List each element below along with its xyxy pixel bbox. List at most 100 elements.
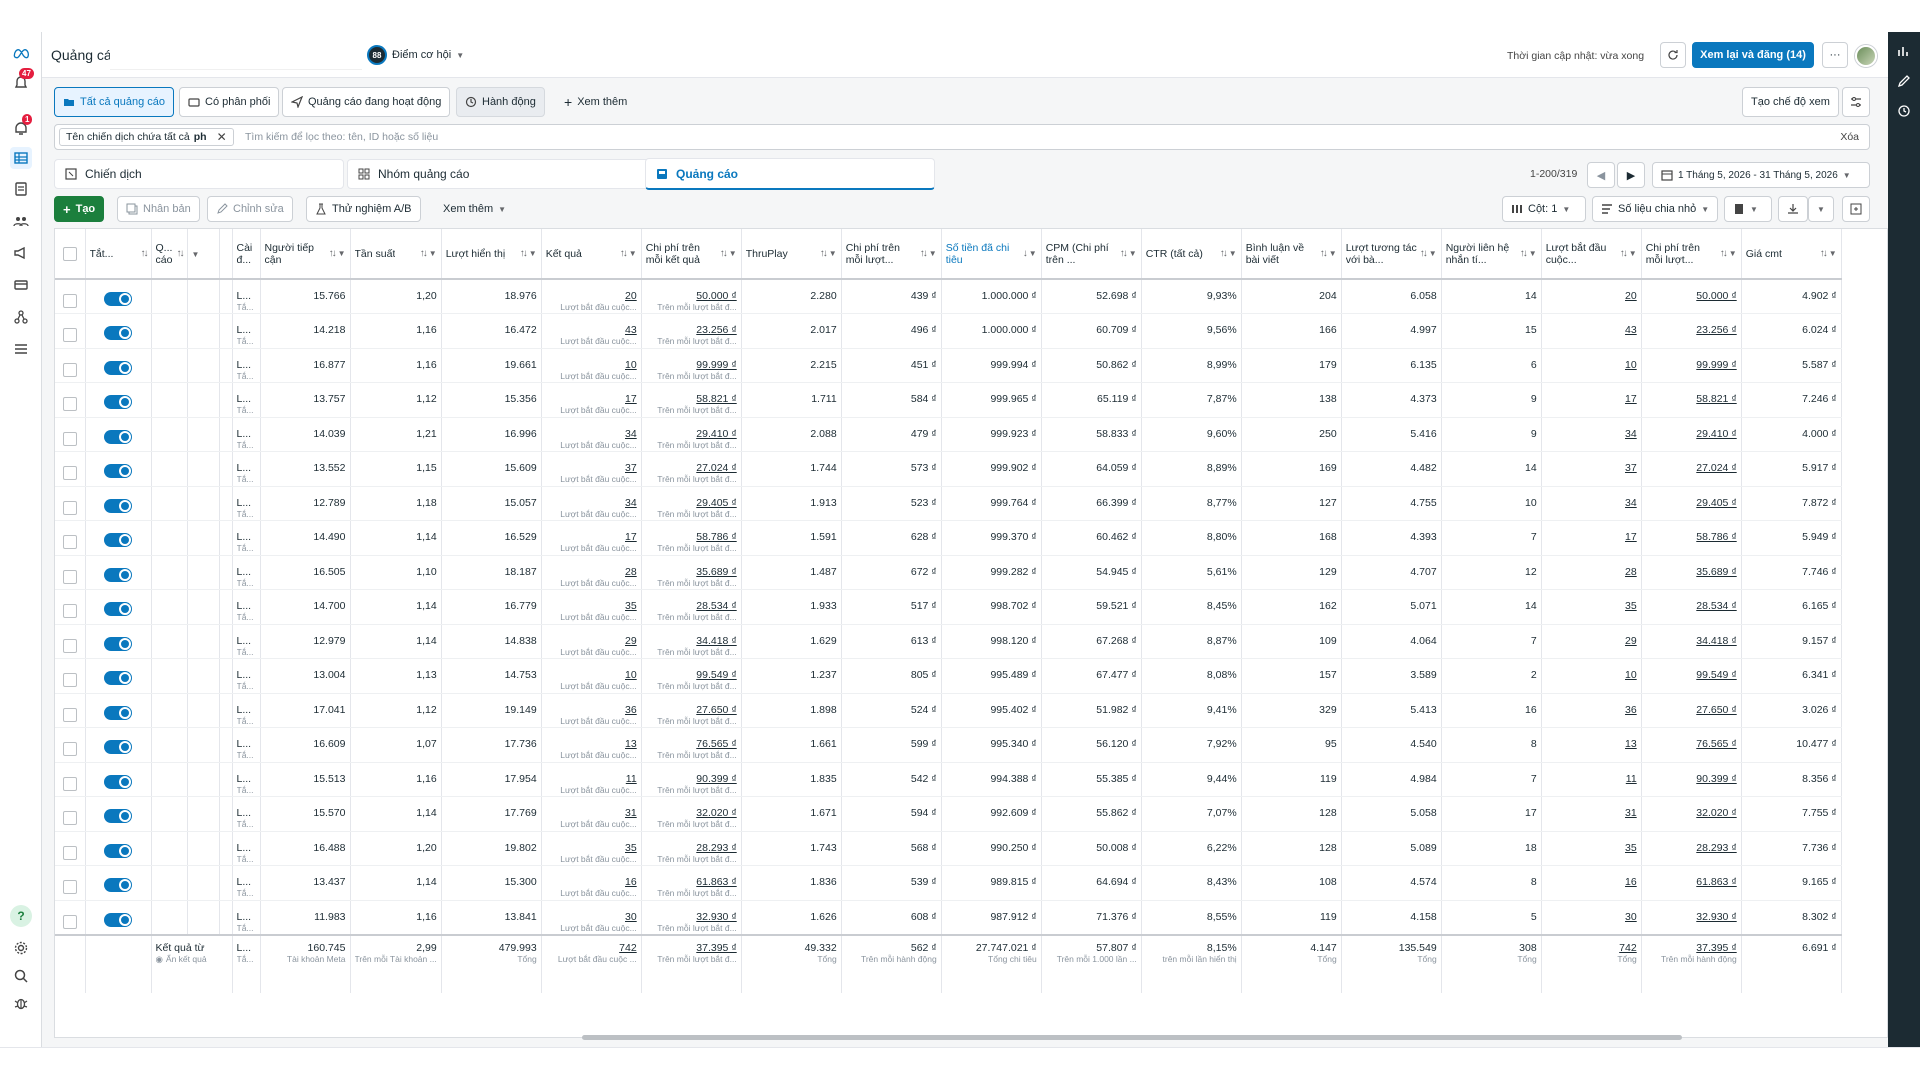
cell-conversations-started[interactable]: 43 xyxy=(1541,313,1642,349)
row-checkbox-cell[interactable] xyxy=(55,865,86,901)
close-icon[interactable]: ✕ xyxy=(216,130,227,144)
cell-cost-per-result[interactable]: 76.565 ₫ Trên mỗi lượt bắt đ... xyxy=(641,727,742,763)
ad-toggle[interactable] xyxy=(104,602,132,616)
cell-link[interactable]: 35.689 ₫ xyxy=(696,565,737,578)
history-clock-icon[interactable] xyxy=(1897,104,1911,118)
cell-link[interactable]: 35 xyxy=(1625,600,1637,612)
column-post-engagement[interactable]: Lượt tương tác với bà... ↑↓ ▼ xyxy=(1341,229,1442,280)
toggle-cell[interactable] xyxy=(85,796,152,832)
export-dropdown[interactable]: ▼ xyxy=(1808,196,1834,222)
tab-actions[interactable]: Hành động xyxy=(456,87,545,117)
cell-conversations-started[interactable]: 28 xyxy=(1541,555,1642,590)
toggle-cell[interactable] xyxy=(85,486,152,521)
cell-link[interactable]: 90.399 ₫ xyxy=(1696,772,1737,785)
row-checkbox-cell[interactable] xyxy=(55,348,86,383)
select-all-header[interactable] xyxy=(55,229,86,280)
cell-conversations-started[interactable]: 35 xyxy=(1541,589,1642,625)
cell-cost-per-conversation[interactable]: 90.399 ₫ xyxy=(1641,762,1742,797)
cell-link[interactable]: 31 xyxy=(1625,807,1637,819)
ad-toggle[interactable] xyxy=(104,740,132,754)
cell-link[interactable]: 28 xyxy=(625,565,637,578)
table-row[interactable]: L... Tắ... 13.552 1,15 15.609 37 Lượt bắt đầu … xyxy=(55,451,1842,487)
cell-conversations-started[interactable]: 10 xyxy=(1541,348,1642,383)
toggle-cell[interactable] xyxy=(85,313,152,349)
table-row[interactable]: L... Tắ... 14.039 1,21 16.996 34 Lượt bắt đầu … xyxy=(55,417,1842,452)
cell-link[interactable]: 11 xyxy=(1625,772,1637,785)
cell-cost-per-conversation[interactable]: 32.020 ₫ xyxy=(1641,796,1742,832)
cell-link[interactable]: 34.418 ₫ xyxy=(696,634,737,647)
settings-cell[interactable]: L... Tắ... xyxy=(232,382,261,418)
cell-link[interactable]: 35 xyxy=(625,600,637,612)
column-ad-name-menu[interactable]: ▼ xyxy=(187,229,220,280)
cell-conversations-started[interactable]: 17 xyxy=(1541,382,1642,418)
cell-cost-per-result[interactable]: 58.786 ₫ Trên mỗi lượt bắt đ... xyxy=(641,520,742,556)
cell-link[interactable]: 99.999 ₫ xyxy=(696,358,737,371)
cell-link[interactable]: 37 xyxy=(625,462,637,474)
column-messaging-contacts[interactable]: Người liên hệ nhắn tí... ↑↓ ▼ xyxy=(1441,229,1542,280)
table-row[interactable]: L... Tắ... 15.570 1,14 17.769 31 Lượt bắt đầu … xyxy=(55,796,1842,832)
settings-cell[interactable]: L... Tắ... xyxy=(232,865,261,901)
table-row[interactable]: L... Tắ... 13.757 1,12 15.356 17 Lượt bắt đầu … xyxy=(55,382,1842,418)
cell-link[interactable]: 27.650 ₫ xyxy=(1696,703,1737,716)
breakdown-button[interactable]: Số liệu chia nhỏ ▼ xyxy=(1592,196,1718,222)
ad-name-cell[interactable] xyxy=(151,900,188,935)
cell-link[interactable]: 13 xyxy=(1625,738,1637,750)
ad-toggle[interactable] xyxy=(104,464,132,478)
cell-link[interactable]: 17 xyxy=(625,393,637,405)
toggle-cell[interactable] xyxy=(85,624,152,659)
ad-name-cell[interactable] xyxy=(151,417,188,452)
ad-toggle[interactable] xyxy=(104,395,132,409)
expand-panel-button[interactable] xyxy=(1842,196,1870,222)
settings-cell[interactable]: L... Tắ... xyxy=(232,348,261,383)
cell-conversations-started[interactable]: 31 xyxy=(1541,796,1642,832)
ad-name-cell[interactable] xyxy=(151,624,188,659)
cell-cost-per-conversation[interactable]: 29.405 ₫ xyxy=(1641,486,1742,521)
ad-toggle[interactable] xyxy=(104,843,132,858)
create-button[interactable]: + Tạo xyxy=(54,196,105,222)
ad-toggle[interactable] xyxy=(104,533,132,547)
column-frequency[interactable]: Tần suất ↑↓ ▼ xyxy=(350,229,442,280)
table-row[interactable]: L... Tắ... 16.488 1,20 19.802 35 Lượt bắt đầu … xyxy=(55,831,1842,866)
edit-button[interactable]: Chỉnh sửa xyxy=(207,196,293,222)
cell-link[interactable]: 43 xyxy=(625,324,637,336)
cell-cost-per-conversation[interactable]: 28.534 ₫ xyxy=(1641,589,1742,625)
columns-button[interactable]: Cột: 1 ▼ xyxy=(1502,196,1586,222)
ad-toggle[interactable] xyxy=(104,705,132,720)
more-options-button[interactable]: ··· xyxy=(1822,42,1848,68)
settings-cell[interactable]: L... Tắ... xyxy=(232,520,261,556)
tab-adsets[interactable]: Nhóm quảng cáo xyxy=(347,159,683,189)
cell-conversations-started[interactable]: 10 xyxy=(1541,658,1642,694)
cell-results[interactable]: 30 Lượt bắt đầu cuộc... xyxy=(541,900,642,935)
cell-results[interactable]: 31 Lượt bắt đầu cuộc... xyxy=(541,796,642,832)
table-row[interactable]: L... Tắ... 14.490 1,14 16.529 17 Lượt bắt đầu … xyxy=(55,520,1842,556)
cell-link[interactable]: 17 xyxy=(1625,393,1637,405)
column-settings[interactable]: Cài đ... xyxy=(232,229,261,280)
cell-link[interactable]: 35.689 ₫ xyxy=(1696,565,1737,578)
reports-button[interactable]: ▼ xyxy=(1724,196,1772,222)
row-checkbox[interactable] xyxy=(62,362,77,377)
cell-link[interactable]: 32.020 ₫ xyxy=(1696,807,1737,819)
column-post-comments[interactable]: Bình luận về bài viết ↑↓ ▼ xyxy=(1241,229,1342,280)
cell-conversations-started[interactable]: 13 xyxy=(1541,727,1642,763)
row-checkbox-cell[interactable] xyxy=(55,624,86,659)
cell-link[interactable]: 27.650 ₫ xyxy=(696,703,737,716)
settings-cell[interactable]: L... Tắ... xyxy=(232,486,261,521)
duplicate-button[interactable]: Nhân bản xyxy=(117,196,200,222)
cell-link[interactable]: 28.534 ₫ xyxy=(1696,600,1737,612)
table-row[interactable]: L... Tắ... 14.218 1,16 16.472 43 Lượt bắt đầu … xyxy=(55,313,1842,349)
cell-cost-per-result[interactable]: 27.650 ₫ Trên mỗi lượt bắt đ... xyxy=(641,693,742,728)
refresh-button[interactable] xyxy=(1660,42,1686,68)
table-row[interactable]: L... Tắ... 12.979 1,14 14.838 29 Lượt bắt đầu … xyxy=(55,624,1842,659)
cell-conversations-started[interactable]: 34 xyxy=(1541,486,1642,521)
tab-see-more[interactable]: + Xem thêm xyxy=(556,87,635,117)
cell-link[interactable]: 28 xyxy=(1625,565,1637,578)
cell-results[interactable]: 34 Lượt bắt đầu cuộc... xyxy=(541,486,642,521)
total-link[interactable]: 742 xyxy=(1619,941,1637,954)
cell-cost-per-conversation[interactable]: 29.410 ₫ xyxy=(1641,417,1742,452)
row-checkbox-cell[interactable] xyxy=(55,831,86,866)
toggle-cell[interactable] xyxy=(85,279,152,314)
cell-link[interactable]: 34 xyxy=(1625,427,1637,440)
cell-link[interactable]: 29 xyxy=(625,634,637,647)
search-bar[interactable]: Tên chiến dịch chứa tất cả ph ✕ Tìm kiếm… xyxy=(54,124,1870,150)
clear-filters-button[interactable]: Xóa xyxy=(1840,131,1859,143)
